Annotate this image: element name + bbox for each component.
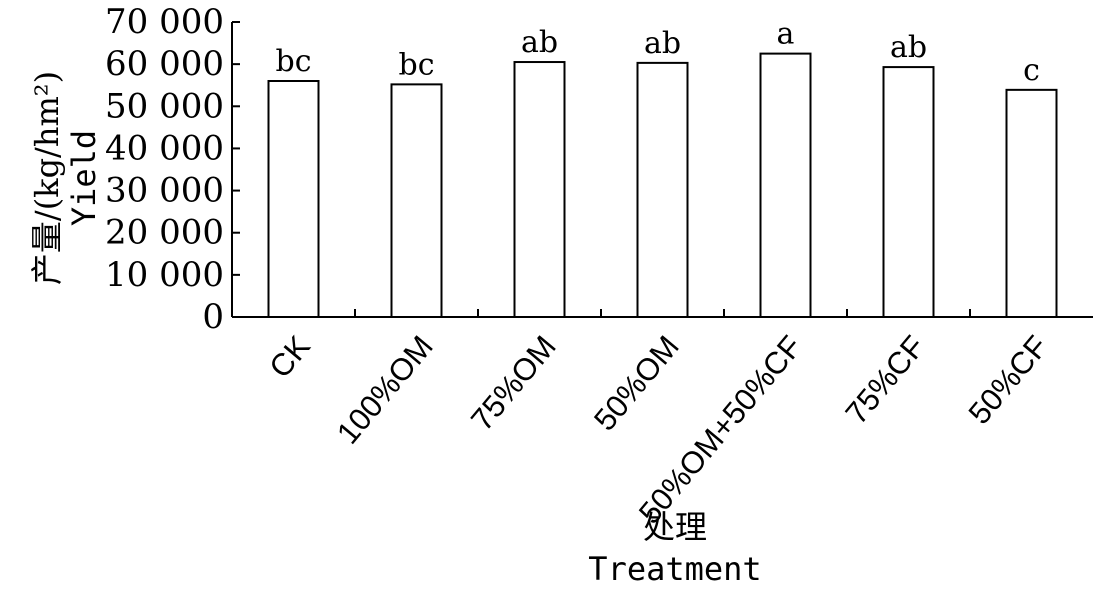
x-tick-label: 75%CF [839,329,932,431]
x-tick-label: 75%OM [464,329,563,437]
bar [390,83,443,318]
significance-label: a [777,17,795,52]
significance-label: c [1023,53,1040,88]
x-tick-label: CK [262,329,317,385]
bar [882,66,935,319]
y-tick-label: 0 [202,297,224,337]
y-tick-label: 50 000 [105,86,224,126]
y-tick-label: 20 000 [105,213,224,253]
significance-label: ab [890,30,927,65]
y-tick-label: 70 000 [105,2,224,42]
x-tick-label: 50%CF [962,329,1055,431]
significance-label: bc [275,44,311,79]
y-tick-label: 30 000 [105,171,224,211]
x-tick-label: 100%OM [330,329,440,450]
y-tick-label: 40 000 [105,128,224,168]
y-tick-label: 10 000 [105,255,224,295]
bar [759,52,812,318]
bar [636,61,689,318]
y-tick-label: 60 000 [105,44,224,84]
y-axis-title-cn: 产量/(kg/hm²) [28,71,66,285]
significance-label: bc [398,47,434,82]
bar [267,80,320,318]
x-tick-label: 50%OM [587,329,686,437]
bar [513,61,566,318]
x-axis-title-cn: 处理 [643,508,707,546]
x-axis-title-en: Treatment [588,550,761,588]
significance-label: ab [521,25,558,60]
bar [1005,88,1058,318]
y-axis-title-en: Yield [65,130,103,226]
bars-group [267,52,1058,319]
significance-label: ab [644,26,681,61]
significance-labels-group: bc bc ab ab a ab c [275,17,1039,88]
